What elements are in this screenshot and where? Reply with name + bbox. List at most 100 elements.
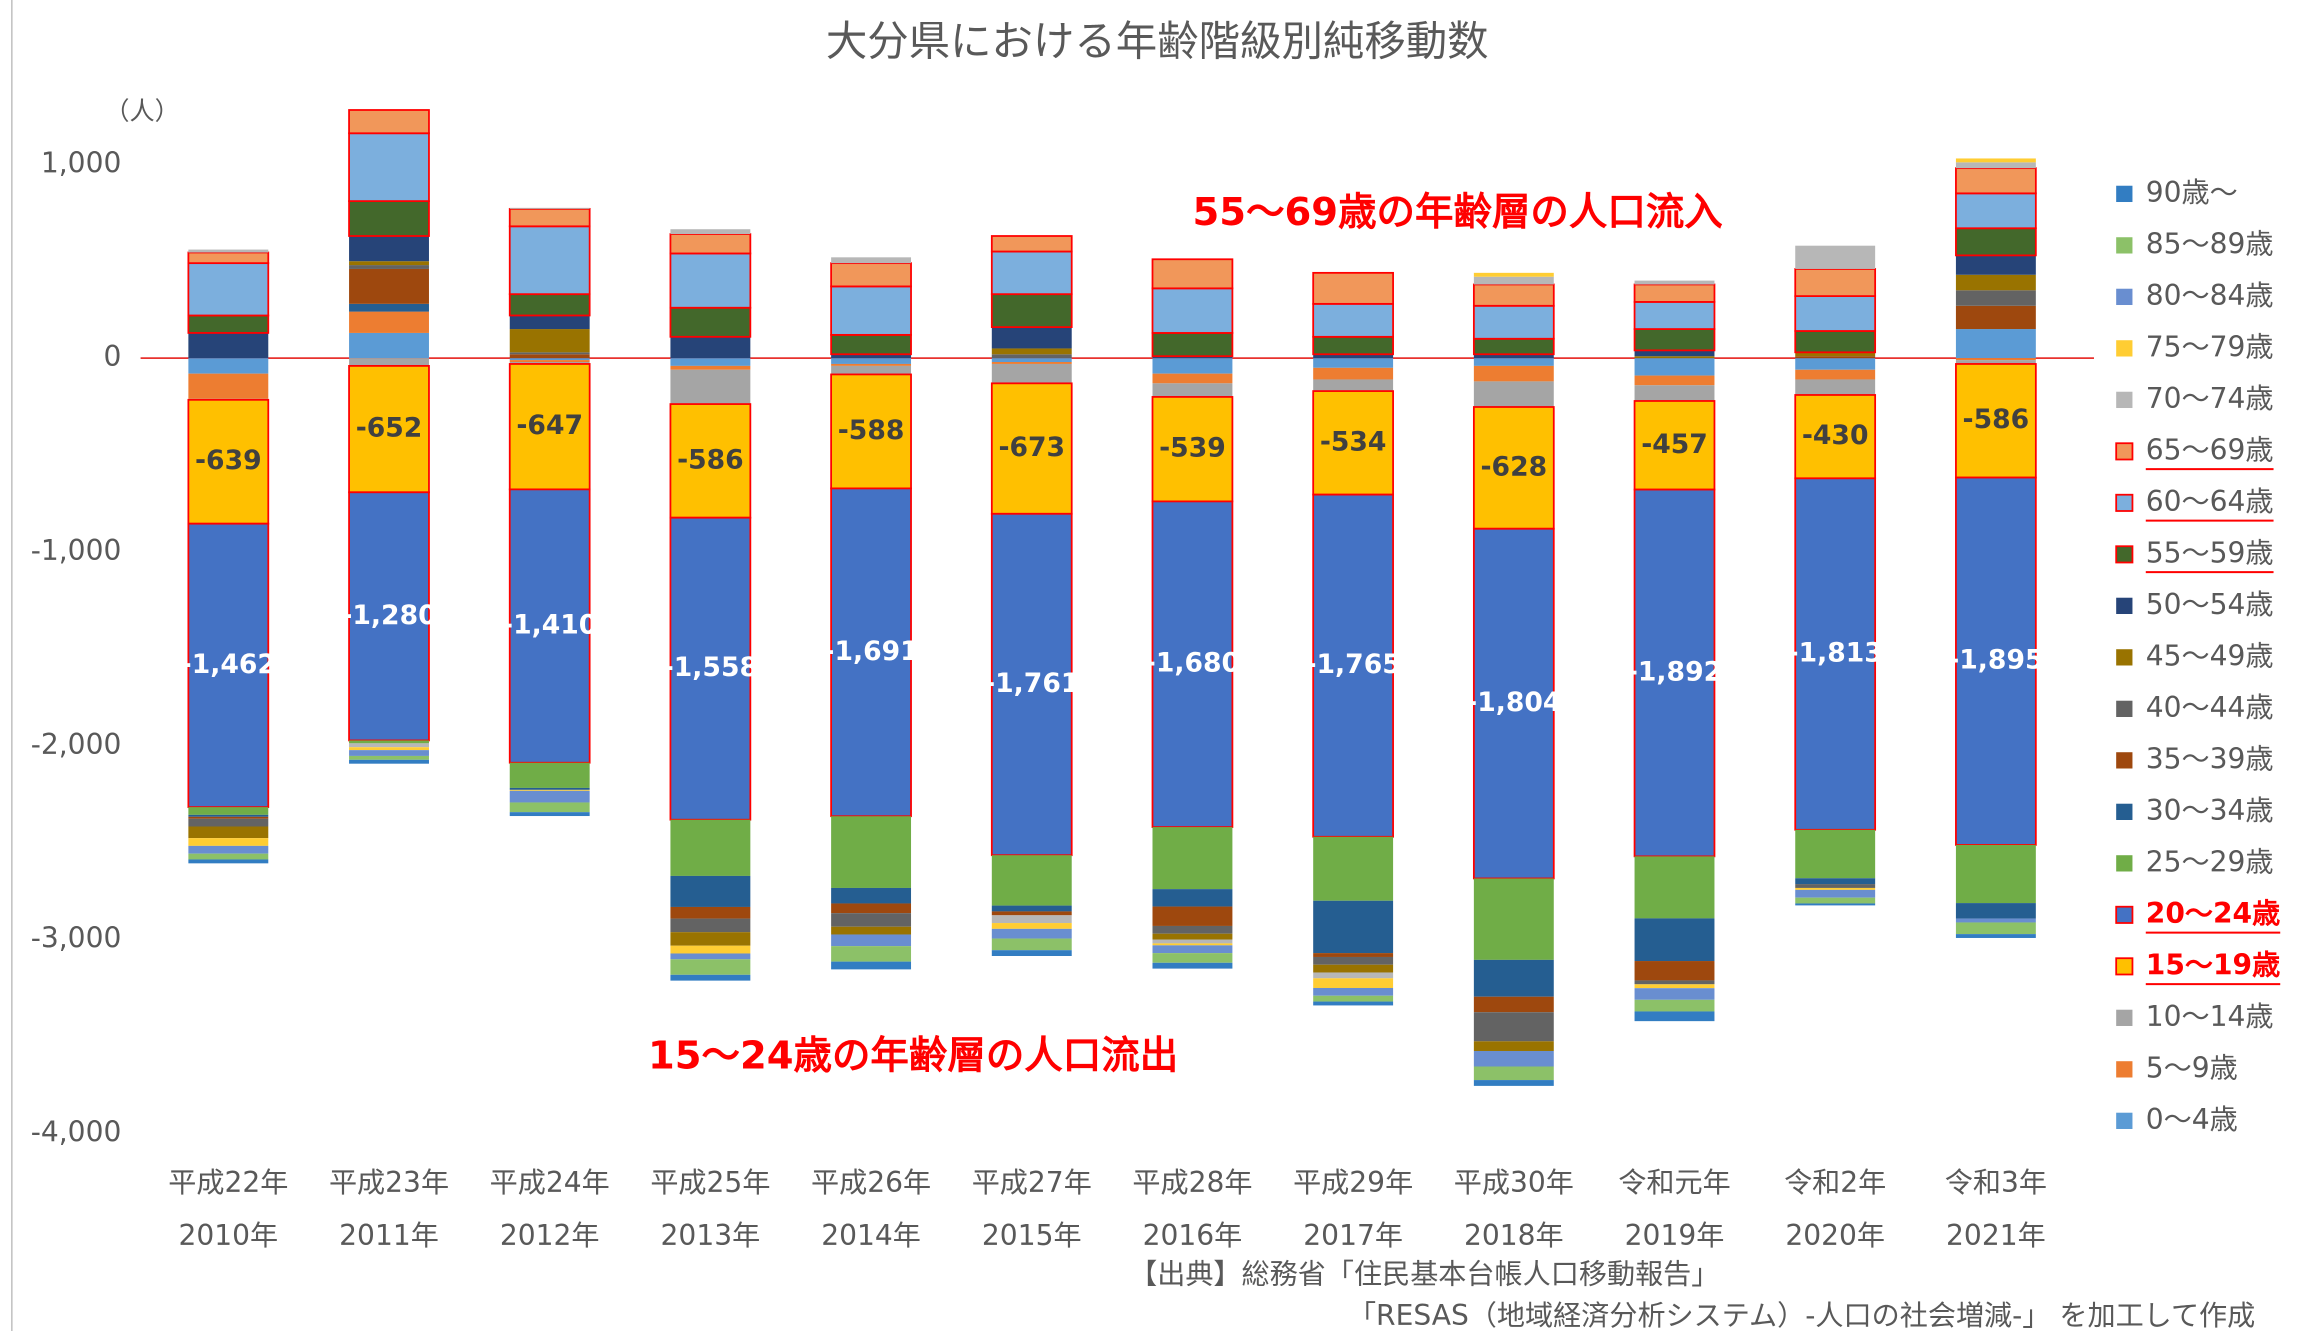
bar-segment — [188, 826, 269, 839]
bar-segment — [508, 293, 591, 317]
bar-segment — [670, 945, 751, 954]
x-tick-label: 平成28年 — [1132, 1166, 1252, 1199]
bar-segment — [1313, 358, 1394, 368]
legend-label: 5〜9歳 — [2146, 1051, 2238, 1084]
x-tick-label: 2013年 — [661, 1219, 761, 1252]
legend-swatch — [2116, 803, 2133, 820]
bar-segment — [1634, 375, 1715, 386]
data-label: -1,892 — [1627, 656, 1722, 687]
data-label: -430 — [1802, 420, 1869, 451]
bar-segment — [509, 787, 590, 790]
bar-segment — [187, 251, 270, 265]
bar-segment — [1152, 373, 1233, 384]
bar-segment — [1313, 995, 1394, 1002]
bar-segment — [188, 807, 269, 815]
x-tick-label: 2017年 — [1303, 1219, 1403, 1252]
bar-segment — [990, 235, 1073, 253]
bar-segment — [348, 109, 430, 135]
x-tick-label: 平成30年 — [1454, 1166, 1574, 1199]
bar-segment — [1473, 365, 1554, 382]
bar-segment — [1151, 287, 1234, 334]
legend-swatch — [2116, 700, 2133, 717]
bar-segment — [670, 229, 751, 235]
bar-segment — [1312, 390, 1394, 496]
bar-segment — [1152, 383, 1233, 397]
bar-segment — [1955, 192, 2037, 230]
bar-segment — [1795, 356, 1876, 359]
bar-segment — [1152, 962, 1233, 969]
x-tick-label: 2019年 — [1625, 1219, 1725, 1252]
legend-swatch — [2116, 1061, 2133, 1078]
data-label: -588 — [838, 415, 905, 446]
source-text: 「RESAS（地域経済分析システム）-人口の社会増減-」 を加工して作成 — [1348, 1299, 2255, 1331]
bar-segment — [831, 903, 912, 914]
bar-segment — [1472, 406, 1555, 530]
bar-segment — [670, 358, 751, 366]
x-tick-label: 平成23年 — [329, 1166, 449, 1199]
bar-segment — [1473, 354, 1554, 359]
bar-segment — [1152, 356, 1233, 359]
data-label: -1,804 — [1466, 687, 1561, 718]
bar-segment — [508, 225, 591, 296]
data-label: -647 — [516, 410, 583, 441]
y-tick-label: -4,000 — [31, 1116, 122, 1149]
bar-segment — [831, 365, 912, 375]
bar-segment — [1795, 369, 1876, 380]
bar-segment — [1795, 379, 1876, 395]
legend-swatch — [2115, 957, 2134, 976]
bar-segment — [1955, 363, 2037, 479]
bar-segment — [831, 358, 912, 364]
bar-segment — [349, 755, 429, 760]
bar-segment — [831, 354, 912, 359]
bar-segment — [831, 946, 912, 962]
bar-segment — [509, 358, 590, 361]
bar-segment — [991, 938, 1072, 951]
data-label: -673 — [998, 432, 1065, 463]
legend-label: 45〜49歳 — [2146, 639, 2274, 672]
bar-segment — [188, 249, 269, 253]
bar-segment — [1955, 158, 2036, 163]
bar-segment — [831, 961, 912, 970]
bar-segment — [1955, 934, 2036, 938]
bar-segment — [1634, 1011, 1715, 1022]
bar-segment — [1795, 352, 1876, 357]
bar-segment — [349, 332, 429, 359]
bar-segment — [1634, 988, 1715, 1000]
legend-swatch — [2116, 752, 2133, 769]
bar-segment — [1473, 878, 1554, 960]
bar-segment — [991, 923, 1072, 929]
bar-segment — [508, 207, 591, 228]
bar-segment — [1955, 274, 2036, 291]
bar-segment — [1634, 980, 1715, 985]
data-label: -586 — [677, 444, 744, 475]
bar-segment — [1151, 332, 1234, 358]
bar-segment — [348, 132, 430, 202]
bar-segment — [1473, 272, 1554, 277]
bar-segment — [188, 358, 269, 374]
x-tick-label: 平成22年 — [168, 1166, 288, 1199]
bar-segment — [1313, 379, 1394, 392]
bar-segment — [1795, 903, 1876, 906]
data-label: -534 — [1320, 426, 1387, 457]
bar-segment — [990, 293, 1073, 329]
bar-segment — [349, 303, 429, 312]
legend-swatch — [2116, 288, 2133, 306]
legend-label: 35〜39歳 — [2146, 742, 2274, 775]
bar-segment — [1473, 1041, 1554, 1051]
legend-swatch — [2115, 442, 2134, 461]
legend-swatch — [2116, 391, 2133, 409]
bar-segment — [1472, 283, 1555, 307]
bar-segment — [1633, 488, 1716, 858]
bar-segment — [1313, 1001, 1394, 1006]
bar-segment — [1472, 337, 1555, 356]
bar-segment — [669, 233, 752, 255]
bar-segment — [1312, 271, 1394, 305]
legend-label: 40〜44歳 — [2146, 691, 2274, 724]
x-tick-label: 2021年 — [1946, 1219, 2046, 1252]
bar-segment — [991, 363, 1072, 384]
bar-segment — [1955, 290, 2036, 306]
bar-segment — [1151, 258, 1234, 290]
bar-segment — [1473, 1012, 1554, 1042]
bar-segment — [509, 329, 590, 353]
